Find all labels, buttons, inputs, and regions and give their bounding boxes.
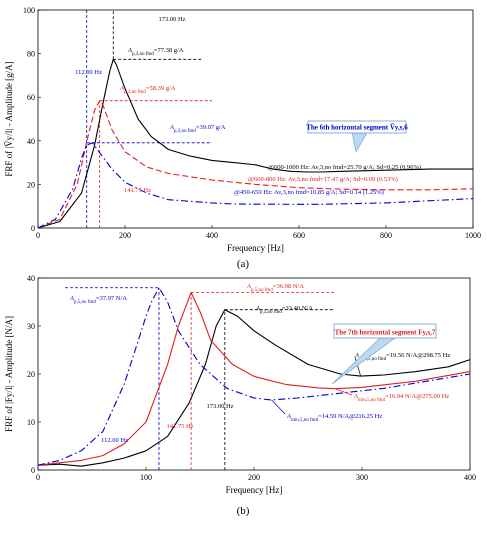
annotation-label: 173.00 Hz (206, 403, 233, 410)
y-tick-label: 0 (31, 466, 35, 475)
x-tick-label: 100 (140, 473, 152, 482)
plot-frame (37, 9, 474, 229)
x-tick-label: 200 (119, 231, 131, 240)
annotation-leader (354, 356, 361, 377)
series-line-0 (37, 58, 473, 229)
annotation-label: @450-650 Hz: Av,3,no fmd=10.85 g/A; Sd=0… (234, 189, 384, 196)
callout-pointer (351, 132, 368, 153)
panel-caption: (b) (237, 505, 250, 517)
annotation-label: 141.75 Hz (124, 187, 151, 194)
y-axis-label: FRF of |Fy/I| - Amplitude [N/A] (4, 316, 14, 432)
chart-panel-1: 0 100 200 300 400 0 10 20 30 40 Frequency [Hz] FRF … (4, 274, 476, 517)
y-tick-label: 40 (27, 137, 35, 146)
y-tick-label: 60 (27, 93, 35, 102)
x-tick-label: 800 (380, 231, 392, 240)
annotation-label: Ap,5,no fmd=33.40 N/A (255, 305, 313, 315)
annotation-label: Amin,5,no fmd=19.56 N/A@298.75 Hz (354, 352, 450, 362)
x-tick-label: 400 (464, 473, 476, 482)
y-axis-label: FRF of |Ṽy/I| - Amplitude [g/A] (4, 61, 14, 176)
chart-panel-0: 0 200 400 600 800 1000 0 20 40 60 80 100 Frequency [… (4, 6, 481, 270)
annotation-label: 112.00 Hz (101, 437, 128, 444)
x-tick-label: 400 (206, 231, 218, 240)
y-tick-label: 10 (27, 418, 35, 427)
annotation-label: Ap,5,no fmd=36.98 N/A (246, 283, 304, 293)
annotation-label: @600-1000 Hz: Av,3,no fmd=25.70 g/A; Sd=… (268, 164, 421, 171)
annotation-label: Amin,5,no fmd=16.94 N/A@275.00 Hz (353, 393, 449, 403)
series-line-1 (37, 100, 474, 229)
series-line-2 (37, 287, 471, 466)
y-tick-label: 80 (27, 50, 35, 59)
x-tick-label: 600 (293, 231, 305, 240)
annotation-label: Ap,3,no fmd=77.38 g/A (127, 47, 184, 57)
annotation-label: Ap,3,no fmd=39.07 g/A (169, 124, 226, 134)
annotation-label: 112.00 Hz (75, 69, 102, 76)
series-line-0 (37, 309, 471, 467)
x-tick-label: 200 (248, 473, 260, 482)
annotation-label: @600-800 Hz: Av,3,no fmd=17.47 g/A; Sd=0… (248, 176, 398, 183)
x-tick-label: 300 (356, 473, 368, 482)
x-tick-label: 1000 (465, 231, 481, 240)
x-tick-label: 0 (36, 231, 40, 240)
panel-caption: (a) (237, 258, 250, 270)
callout-box (333, 323, 437, 339)
x-axis-label: Frequency [Hz] (226, 485, 283, 495)
y-tick-label: 100 (23, 6, 35, 15)
y-tick-label: 30 (27, 322, 35, 331)
y-tick-label: 20 (27, 180, 35, 189)
annotation-leader (271, 399, 286, 415)
y-tick-label: 40 (27, 274, 35, 283)
annotation-label: 173.00 Hz (158, 16, 185, 23)
annotation-leader (334, 388, 353, 396)
x-tick-label: 0 (36, 473, 40, 482)
x-axis-label: Frequency [Hz] (227, 243, 284, 253)
callout-label: The 6th horizontal segment Ṽy,s,6 (306, 124, 408, 132)
annotation-label: Ap,3,no fmd=58.39 g/A (119, 85, 176, 95)
y-tick-label: 0 (31, 224, 35, 233)
annotation-label: 141.75 Hz (166, 423, 193, 430)
annotation-label: Ap,5,no fmd=37.97 N/A (69, 295, 127, 305)
series-line-2 (37, 142, 474, 229)
annotation-label: Amin,5,no fmd=14.59 N/A@216.25 Hz (286, 413, 382, 423)
callout-label: The 7th horizontal segment Fy,s,7 (335, 329, 436, 337)
y-tick-label: 20 (27, 370, 35, 379)
callout-box (307, 120, 407, 134)
